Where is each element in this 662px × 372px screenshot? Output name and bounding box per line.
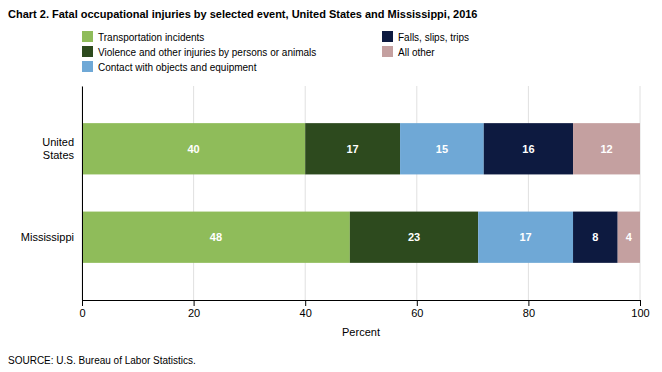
- x-axis-title: Percent: [342, 326, 380, 338]
- legend-item: Falls, slips, trips: [382, 31, 469, 43]
- bar: [484, 123, 573, 174]
- legend: Transportation incidents Violence and oth…: [82, 31, 469, 73]
- x-tick: 60: [411, 300, 423, 319]
- tick-mark: [640, 300, 641, 306]
- tick-label: 80: [523, 307, 535, 319]
- legend-item: All other: [382, 46, 435, 58]
- grid-line: [305, 86, 306, 300]
- legend-swatch: [382, 46, 393, 57]
- legend-item: Contact with objects and equipment: [82, 61, 257, 73]
- tick-mark: [528, 300, 529, 306]
- data-label: 23: [408, 231, 420, 243]
- bar: [400, 123, 484, 174]
- y-tick: UnitedStates: [42, 136, 82, 161]
- axis-line: [82, 87, 83, 301]
- legend-swatch: [82, 61, 93, 72]
- legend-swatch: [82, 31, 93, 42]
- tick-mark: [417, 300, 418, 306]
- grid-line: [82, 86, 83, 300]
- tick-label: 40: [300, 307, 312, 319]
- x-axis: 0 20 40 60 80 100: [79, 300, 649, 319]
- tick-mark: [305, 300, 306, 306]
- title: Chart 2. Fatal occupational injuries by …: [8, 8, 477, 20]
- bar: [478, 212, 573, 263]
- data-label: 4: [626, 231, 633, 243]
- grid-line: [416, 86, 417, 300]
- bar: [82, 212, 350, 263]
- x-tick: 40: [300, 300, 312, 319]
- grid-line: [193, 86, 194, 300]
- data-label: 8: [592, 231, 598, 243]
- legend-item: Violence and other injuries by persons o…: [82, 46, 316, 58]
- legend-label: Contact with objects and equipment: [98, 62, 257, 73]
- data-label: 15: [436, 143, 448, 155]
- data-label: 40: [187, 143, 199, 155]
- bar: [350, 212, 478, 263]
- grid-line: [640, 86, 641, 300]
- bar: [305, 123, 400, 174]
- data-label: 48: [210, 231, 222, 243]
- legend-swatch: [382, 31, 393, 42]
- plot: 404817231517168124020406080100UnitedStat…: [21, 86, 650, 319]
- tick-label: 0: [79, 307, 85, 319]
- tick-label: Mississippi: [21, 231, 74, 243]
- legend-label: Violence and other injuries by persons o…: [98, 47, 316, 58]
- x-tick: 0: [79, 300, 85, 319]
- tick-label: 100: [631, 307, 649, 319]
- data-label: 17: [519, 231, 531, 243]
- legend-label: All other: [398, 47, 435, 58]
- tick-label: 60: [411, 307, 423, 319]
- bar: [618, 212, 640, 263]
- legend-label: Falls, slips, trips: [398, 32, 469, 43]
- bars: [82, 123, 640, 263]
- data-label: 17: [347, 143, 359, 155]
- y-tick: Mississippi: [21, 231, 82, 243]
- tick-mark: [194, 300, 195, 306]
- tick-label: UnitedStates: [42, 136, 74, 161]
- data-labels: 40 48 17 23 15 17 16 8 12 4: [187, 143, 632, 243]
- legend-label: Transportation incidents: [98, 32, 204, 43]
- axis-line: [83, 301, 641, 307]
- data-label: 16: [522, 143, 534, 155]
- annotation: SOURCE: U.S. Bureau of Labor Statistics.: [8, 355, 196, 366]
- tick-mark: [82, 300, 83, 306]
- bar: [573, 123, 640, 174]
- y-axis: UnitedStates Mississippi: [21, 87, 83, 301]
- legend-swatch: [82, 46, 93, 57]
- x-tick: 20: [188, 300, 200, 319]
- bar: [573, 212, 618, 263]
- x-tick: 80: [523, 300, 535, 319]
- bar: [82, 123, 305, 174]
- x-tick: 100: [631, 300, 649, 319]
- tick-label: 20: [188, 307, 200, 319]
- chart: Chart 2. Fatal occupational injuries by …: [0, 0, 662, 372]
- grid-line: [528, 86, 529, 300]
- legend-item: Transportation incidents: [82, 31, 204, 43]
- data-label: 12: [600, 143, 612, 155]
- grid: [82, 86, 640, 300]
